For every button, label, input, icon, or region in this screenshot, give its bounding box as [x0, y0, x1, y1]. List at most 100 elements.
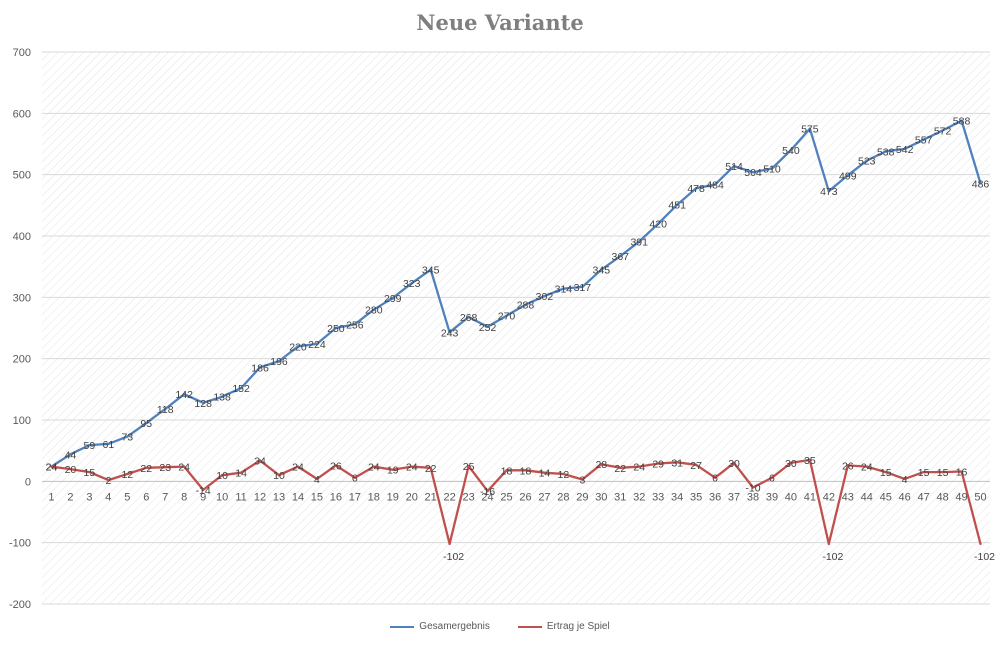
y-tick-label: 300: [13, 292, 31, 304]
data-label: 299: [384, 293, 402, 305]
y-tick-label: 500: [13, 170, 31, 182]
data-point: [50, 465, 53, 468]
x-tick-label: 43: [842, 491, 854, 503]
data-point: [770, 476, 774, 479]
x-tick-label: 40: [785, 491, 797, 503]
data-point: [410, 282, 413, 285]
data-label: 10: [273, 470, 285, 482]
data-label: 22: [425, 463, 437, 475]
data-point: [334, 326, 338, 330]
data-point: [353, 476, 357, 479]
data-label: 6: [712, 473, 718, 485]
data-label: 22: [614, 463, 626, 475]
data-label: 95: [140, 418, 152, 430]
data-point: [410, 465, 413, 468]
data-label: 23: [159, 462, 171, 474]
data-point: [277, 359, 281, 363]
x-tick-label: 2: [67, 491, 73, 503]
data-point: [183, 465, 186, 468]
data-point: [960, 470, 963, 473]
x-tick-label: 7: [162, 491, 168, 503]
data-point: [69, 453, 72, 456]
data-label: 18: [501, 465, 513, 477]
data-label: 6: [769, 473, 775, 485]
data-point: [372, 465, 375, 468]
x-tick-label: 41: [804, 491, 816, 503]
x-tick-label: 17: [349, 491, 361, 503]
data-point: [372, 308, 375, 311]
x-tick-label: 21: [425, 491, 437, 503]
x-tick-label: 49: [955, 491, 967, 503]
data-label: 24: [46, 462, 58, 474]
data-point: [448, 542, 451, 546]
data-point: [979, 182, 982, 185]
data-label: 152: [232, 383, 250, 395]
data-label: -102: [822, 551, 843, 563]
x-tick-label: 14: [292, 491, 304, 503]
data-label: 15: [84, 467, 96, 479]
data-point: [960, 119, 963, 122]
data-label: 270: [498, 311, 516, 323]
data-label: 514: [725, 161, 743, 173]
data-point: [732, 461, 736, 465]
data-label: 15: [918, 467, 930, 479]
x-tick-label: 33: [652, 491, 664, 503]
data-point: [581, 478, 584, 481]
data-point: [296, 345, 300, 348]
data-label: 20: [65, 464, 77, 476]
legend-item-ertrag-je-spiel[interactable]: Ertrag je Spiel: [517, 621, 610, 632]
data-label: -14: [196, 485, 211, 497]
x-tick-label: 50: [974, 491, 986, 503]
data-label: 252: [479, 322, 497, 334]
data-label: 28: [595, 459, 607, 471]
data-point: [789, 461, 793, 465]
data-label: 542: [896, 144, 914, 156]
legend-item-gesamergebnis[interactable]: Gesamergebnis: [390, 621, 490, 632]
x-tick-label: 26: [519, 491, 531, 503]
data-point: [391, 296, 394, 300]
data-label: 451: [668, 200, 686, 212]
data-label: 186: [251, 362, 269, 374]
data-point: [922, 470, 925, 474]
data-label: 44: [65, 449, 77, 461]
data-point: [675, 203, 679, 206]
data-point: [562, 287, 565, 290]
data-point: [638, 240, 641, 243]
x-tick-label: 25: [500, 491, 512, 503]
data-label: 4: [902, 474, 908, 486]
data-label: 499: [839, 170, 857, 182]
data-point: [903, 477, 906, 481]
data-point: [808, 127, 812, 130]
data-label: 420: [649, 219, 667, 231]
x-tick-label: 28: [557, 491, 569, 503]
x-tick-label: 48: [936, 491, 948, 503]
data-point: [486, 489, 489, 493]
data-point: [713, 183, 717, 186]
y-tick-label: 600: [13, 108, 31, 120]
data-label: 256: [346, 319, 364, 331]
data-label: 288: [517, 300, 535, 312]
data-point: [126, 472, 129, 476]
data-point: [183, 393, 186, 396]
data-label: 29: [652, 459, 664, 471]
data-point: [903, 147, 906, 151]
data-label: 27: [690, 460, 702, 472]
data-point: [694, 186, 698, 190]
y-tick-label: 200: [13, 354, 31, 366]
data-point: [258, 459, 262, 462]
data-point: [239, 386, 243, 390]
data-point: [429, 268, 432, 271]
data-label: 30: [728, 458, 740, 470]
x-tick-label: 37: [728, 491, 740, 503]
data-label: 557: [915, 135, 933, 147]
x-tick-label: 24: [481, 491, 493, 503]
data-point: [808, 458, 812, 462]
x-tick-label: 11: [235, 491, 246, 503]
x-tick-label: 23: [462, 491, 474, 503]
data-point: [315, 342, 319, 346]
x-tick-label: 34: [671, 491, 683, 503]
x-tick-label: 5: [124, 491, 130, 503]
data-point: [713, 476, 717, 479]
data-label: -16: [480, 486, 495, 498]
